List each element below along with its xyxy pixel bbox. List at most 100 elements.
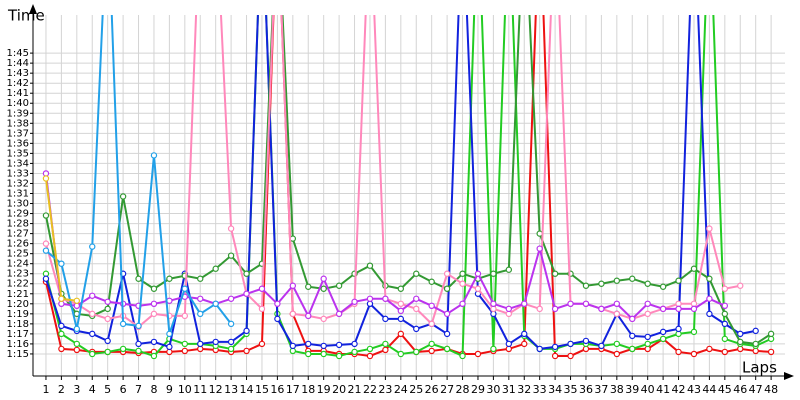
point [397,330,405,338]
y-tick-label: 1:18 [7,319,29,330]
point [443,345,451,353]
x-tick-label: 38 [610,383,624,396]
point [428,340,435,348]
point [89,292,96,299]
y-tick-label: 1:34 [7,158,29,169]
y-tick-label: 1:32 [7,178,29,189]
point [366,295,374,302]
point [428,302,435,310]
point [382,295,389,302]
x-tick-label: 2 [58,383,65,396]
x-tick-label: 33 [533,383,547,396]
x-tick-label: 1 [42,383,49,396]
y-tick-label: 1:45 [7,48,29,59]
point [227,320,235,328]
x-tick-label: 27 [440,383,454,396]
y-tick-label: 1:24 [7,259,29,270]
y-tick-label: 1:38 [7,118,29,129]
point [197,340,204,348]
point [443,330,451,338]
point [366,262,374,269]
point [320,350,327,358]
y-tick-label: 1:39 [7,108,29,119]
point [150,352,158,360]
x-tick-label: 13 [224,383,238,396]
point [274,315,281,323]
point [551,305,559,313]
point [104,348,111,356]
y-tick-label: 1:36 [7,138,29,149]
point [505,305,513,313]
point [58,330,65,338]
point [613,310,621,318]
point [305,312,312,320]
point [659,335,667,343]
point [675,277,682,284]
point [58,322,65,330]
point [443,285,451,292]
point [474,270,482,277]
x-tick-label: 23 [378,383,392,396]
point [459,300,466,307]
point [89,350,96,358]
point [320,285,327,292]
x-tick-label: 22 [363,383,377,396]
axes: Time Laps 1:151:161:171:181:191:201:211:… [7,4,794,396]
point [181,312,189,320]
x-tick-label: 15 [255,383,269,396]
x-tick-label: 30 [486,383,500,396]
point [150,285,158,292]
point [89,330,96,338]
point [737,330,744,338]
point [505,340,513,348]
point [613,340,621,348]
point [73,297,81,304]
point [536,245,543,252]
point [644,340,651,348]
point [397,307,405,315]
point [335,310,343,318]
point [197,295,204,302]
x-tick-label: 48 [764,383,778,396]
point [73,346,81,354]
point [413,295,420,302]
y-tick-label: 1:37 [7,128,29,139]
point [675,348,682,356]
x-tick-label: 32 [517,383,531,396]
point [413,325,420,333]
point [335,341,343,349]
point [104,305,111,313]
point [721,335,729,343]
y-tick-label: 1:17 [7,329,29,340]
point [644,300,651,307]
point [58,295,65,302]
point [598,305,605,313]
x-tick-label: 10 [178,383,192,396]
point [737,338,744,346]
point [521,300,528,307]
y-tick-label: 1:41 [7,88,29,99]
point [212,300,219,307]
y-tick-label: 1:23 [7,269,29,280]
point [767,348,775,356]
point [42,240,50,247]
point [227,225,235,232]
point [135,322,142,330]
point [335,352,343,360]
point [351,340,358,348]
point [598,342,605,350]
y-tick-label: 1:44 [7,58,29,69]
point [366,345,374,353]
x-tick-label: 46 [733,383,747,396]
point [119,345,127,353]
point [721,285,729,292]
x-tick-label: 12 [209,383,223,396]
point [551,352,559,360]
y-tick-label: 1:28 [7,219,29,230]
point [227,338,235,346]
point [629,332,636,340]
point [644,310,651,318]
x-tick-label: 25 [409,383,423,396]
x-tick-label: 4 [89,383,96,396]
x-tick-label: 45 [718,383,732,396]
